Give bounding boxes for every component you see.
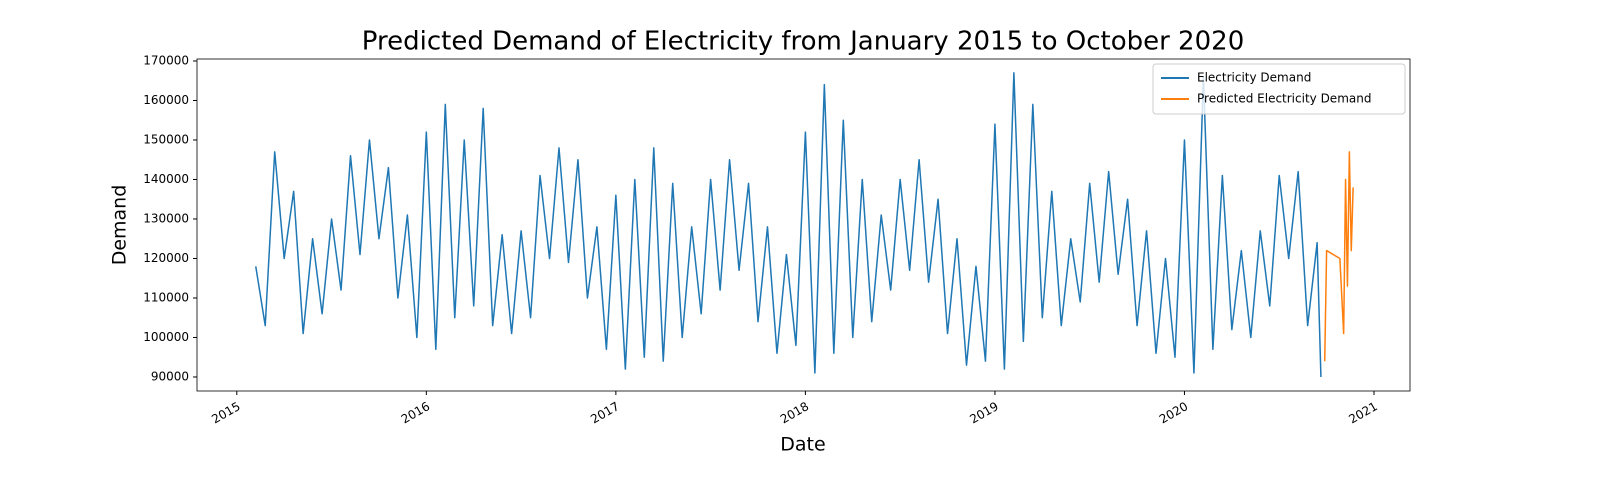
plot-frame bbox=[196, 58, 1411, 392]
legend-box bbox=[1152, 63, 1406, 115]
y-axis-label: Demand bbox=[109, 185, 131, 266]
y-tick-label: 140000 bbox=[143, 172, 189, 186]
y-tick-label: 100000 bbox=[143, 330, 189, 344]
y-tick-label: 170000 bbox=[143, 53, 189, 67]
y-tick-label: 90000 bbox=[151, 369, 189, 383]
legend-label: Electricity Demand bbox=[1197, 71, 1311, 85]
y-tick-label: 120000 bbox=[143, 251, 189, 265]
y-tick-label: 160000 bbox=[143, 93, 189, 107]
series-line bbox=[1323, 151, 1354, 362]
series-line bbox=[255, 72, 1322, 378]
y-tick-label: 110000 bbox=[143, 290, 189, 304]
y-tick-label: 150000 bbox=[143, 132, 189, 146]
x-axis-label: Date bbox=[780, 434, 825, 456]
chart-title: Predicted Demand of Electricity from Jan… bbox=[362, 27, 1244, 57]
y-tick-label: 130000 bbox=[143, 211, 189, 225]
legend-label: Predicted Electricity Demand bbox=[1197, 92, 1371, 106]
